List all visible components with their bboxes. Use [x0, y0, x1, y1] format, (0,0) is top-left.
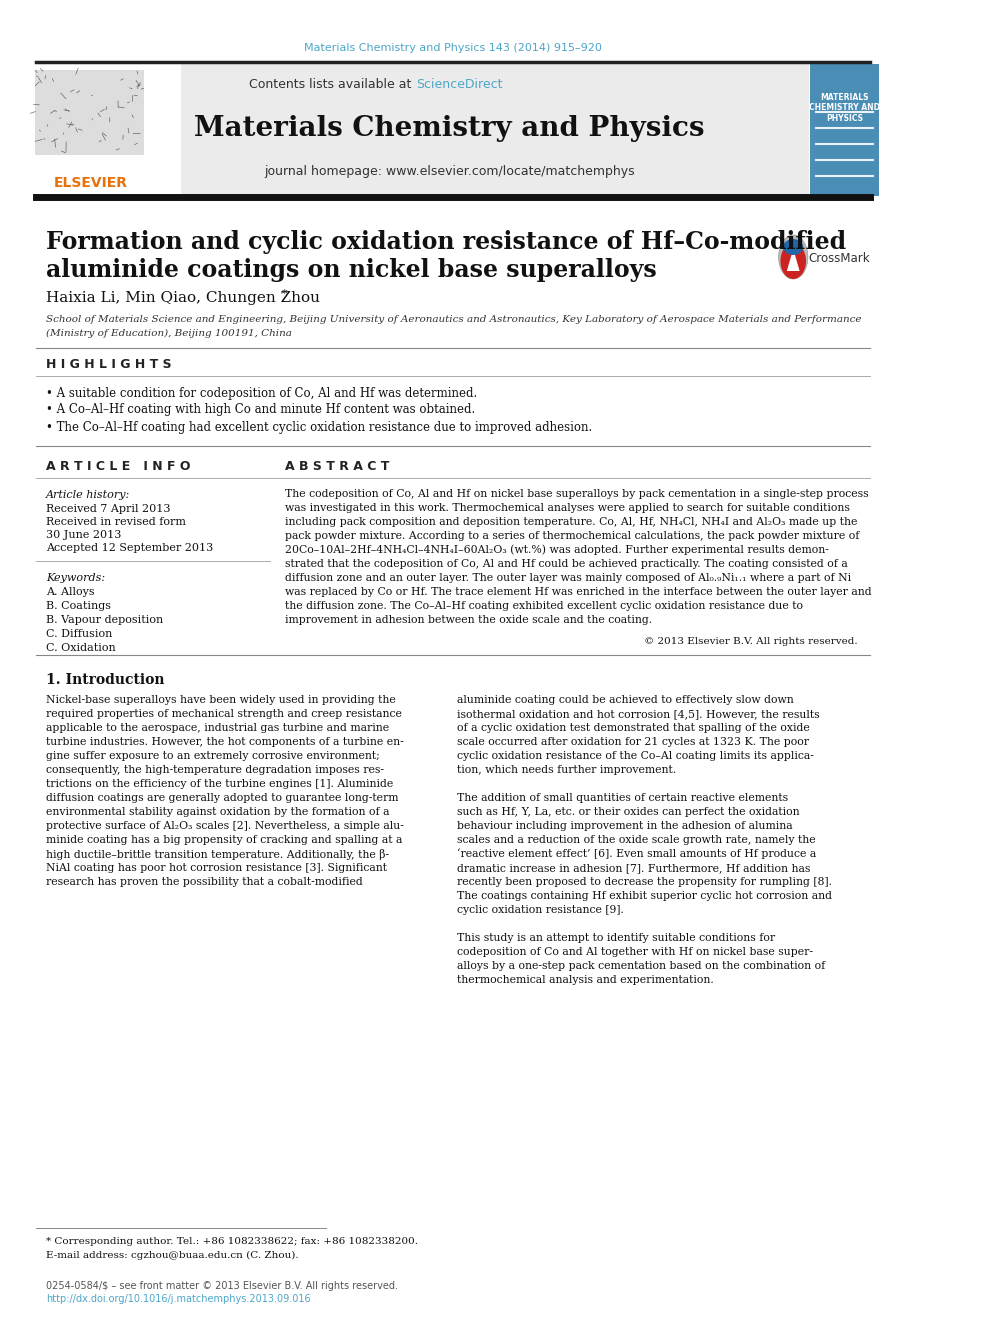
Text: • The Co–Al–Hf coating had excellent cyclic oxidation resistance due to improved: • The Co–Al–Hf coating had excellent cyc… — [46, 421, 592, 434]
Text: research has proven the possibility that a cobalt-modified: research has proven the possibility that… — [46, 877, 362, 886]
Text: *: * — [282, 288, 287, 299]
Text: strated that the codeposition of Co, Al and Hf could be achieved practically. Th: strated that the codeposition of Co, Al … — [285, 560, 848, 569]
Text: E-mail address: cgzhou@buaa.edu.cn (C. Zhou).: E-mail address: cgzhou@buaa.edu.cn (C. Z… — [46, 1250, 299, 1259]
Text: alloys by a one-step pack cementation based on the combination of: alloys by a one-step pack cementation ba… — [457, 960, 825, 971]
Text: Received in revised form: Received in revised form — [46, 517, 186, 527]
Text: protective surface of Al₂O₃ scales [2]. Nevertheless, a simple alu-: protective surface of Al₂O₃ scales [2]. … — [46, 822, 404, 831]
Text: Article history:: Article history: — [46, 490, 130, 500]
Text: such as Hf, Y, La, etc. or their oxides can perfect the oxidation: such as Hf, Y, La, etc. or their oxides … — [457, 807, 800, 818]
Text: Materials Chemistry and Physics 143 (2014) 915–920: Materials Chemistry and Physics 143 (201… — [305, 44, 602, 53]
Text: H I G H L I G H T S: H I G H L I G H T S — [46, 357, 172, 370]
Text: Accepted 12 September 2013: Accepted 12 September 2013 — [46, 542, 213, 553]
Text: 0254-0584/$ – see front matter © 2013 Elsevier B.V. All rights reserved.: 0254-0584/$ – see front matter © 2013 El… — [46, 1281, 398, 1291]
Text: trictions on the efficiency of the turbine engines [1]. Aluminide: trictions on the efficiency of the turbi… — [46, 779, 393, 789]
Text: recently been proposed to decrease the propensity for rumpling [8].: recently been proposed to decrease the p… — [457, 877, 832, 886]
Text: The addition of small quantities of certain reactive elements: The addition of small quantities of cert… — [457, 792, 788, 803]
Text: Formation and cyclic oxidation resistance of Hf–Co-modified: Formation and cyclic oxidation resistanc… — [46, 230, 846, 254]
Ellipse shape — [783, 239, 804, 255]
Text: B. Vapour deposition: B. Vapour deposition — [46, 615, 163, 624]
Text: aluminide coatings on nickel base superalloys: aluminide coatings on nickel base supera… — [46, 258, 657, 282]
Text: cyclic oxidation resistance of the Co–Al coating limits its applica-: cyclic oxidation resistance of the Co–Al… — [457, 751, 813, 761]
Text: The coatings containing Hf exhibit superior cyclic hot corrosion and: The coatings containing Hf exhibit super… — [457, 890, 832, 901]
Text: applicable to the aerospace, industrial gas turbine and marine: applicable to the aerospace, industrial … — [46, 722, 389, 733]
Polygon shape — [787, 249, 800, 271]
Text: C. Diffusion: C. Diffusion — [46, 628, 112, 639]
Text: The codeposition of Co, Al and Hf on nickel base superalloys by pack cementation: The codeposition of Co, Al and Hf on nic… — [285, 490, 869, 499]
Text: This study is an attempt to identify suitable conditions for: This study is an attempt to identify sui… — [457, 933, 775, 943]
Text: diffusion coatings are generally adopted to guarantee long-term: diffusion coatings are generally adopted… — [46, 792, 398, 803]
Text: cyclic oxidation resistance [9].: cyclic oxidation resistance [9]. — [457, 905, 624, 916]
Text: minide coating has a big propensity of cracking and spalling at a: minide coating has a big propensity of c… — [46, 835, 402, 845]
Text: dramatic increase in adhesion [7]. Furthermore, Hf addition has: dramatic increase in adhesion [7]. Furth… — [457, 863, 810, 873]
Text: Materials Chemistry and Physics: Materials Chemistry and Physics — [194, 115, 705, 142]
Text: C. Oxidation: C. Oxidation — [46, 643, 115, 654]
Text: (Ministry of Education), Beijing 100191, China: (Ministry of Education), Beijing 100191,… — [46, 328, 292, 337]
Text: isothermal oxidation and hot corrosion [4,5]. However, the results: isothermal oxidation and hot corrosion [… — [457, 709, 819, 718]
Text: journal homepage: www.elsevier.com/locate/matchemphys: journal homepage: www.elsevier.com/locat… — [264, 165, 635, 179]
Text: of a cyclic oxidation test demonstrated that spalling of the oxide: of a cyclic oxidation test demonstrated … — [457, 722, 809, 733]
Text: diffusion zone and an outer layer. The outer layer was mainly composed of Al₀.₉N: diffusion zone and an outer layer. The o… — [285, 573, 851, 583]
Text: CrossMark: CrossMark — [808, 251, 870, 265]
Text: thermochemical analysis and experimentation.: thermochemical analysis and experimentat… — [457, 975, 713, 986]
Text: behaviour including improvement in the adhesion of alumina: behaviour including improvement in the a… — [457, 822, 793, 831]
Text: NiAl coating has poor hot corrosion resistance [3]. Significant: NiAl coating has poor hot corrosion resi… — [46, 863, 387, 873]
Text: including pack composition and deposition temperature. Co, Al, Hf, NH₄Cl, NH₄I a: including pack composition and depositio… — [285, 517, 857, 527]
Text: A. Alloys: A. Alloys — [46, 587, 94, 597]
Text: 20Co–10Al–2Hf–4NH₄Cl–4NH₄I–60Al₂O₃ (wt.%) was adopted. Further experimental resu: 20Co–10Al–2Hf–4NH₄Cl–4NH₄I–60Al₂O₃ (wt.%… — [285, 545, 829, 556]
FancyBboxPatch shape — [28, 64, 808, 194]
Text: * Corresponding author. Tel.: +86 1082338622; fax: +86 1082338200.: * Corresponding author. Tel.: +86 108233… — [46, 1237, 418, 1246]
Text: aluminide coating could be achieved to effectively slow down: aluminide coating could be achieved to e… — [457, 695, 794, 705]
Ellipse shape — [781, 243, 806, 279]
Text: required properties of mechanical strength and creep resistance: required properties of mechanical streng… — [46, 709, 402, 718]
Text: MATERIALS
CHEMISTRY AND
PHYSICS: MATERIALS CHEMISTRY AND PHYSICS — [808, 93, 880, 123]
Text: © 2013 Elsevier B.V. All rights reserved.: © 2013 Elsevier B.V. All rights reserved… — [644, 638, 857, 647]
Text: Keywords:: Keywords: — [46, 573, 105, 583]
Text: environmental stability against oxidation by the formation of a: environmental stability against oxidatio… — [46, 807, 389, 818]
Text: http://dx.doi.org/10.1016/j.matchemphys.2013.09.016: http://dx.doi.org/10.1016/j.matchemphys.… — [46, 1294, 310, 1304]
Text: the diffusion zone. The Co–Al–Hf coating exhibited excellent cyclic oxidation re: the diffusion zone. The Co–Al–Hf coating… — [285, 601, 804, 611]
Text: B. Coatings: B. Coatings — [46, 601, 111, 611]
Text: Contents lists available at: Contents lists available at — [249, 78, 416, 91]
Text: A R T I C L E   I N F O: A R T I C L E I N F O — [46, 459, 190, 472]
Text: ‘reactive element effect’ [6]. Even small amounts of Hf produce a: ‘reactive element effect’ [6]. Even smal… — [457, 848, 816, 860]
Text: codeposition of Co and Al together with Hf on nickel base super-: codeposition of Co and Al together with … — [457, 947, 812, 957]
Text: improvement in adhesion between the oxide scale and the coating.: improvement in adhesion between the oxid… — [285, 615, 653, 624]
Text: • A suitable condition for codeposition of Co, Al and Hf was determined.: • A suitable condition for codeposition … — [46, 386, 477, 400]
Text: was investigated in this work. Thermochemical analyses were applied to search fo: was investigated in this work. Thermoche… — [285, 503, 850, 513]
Text: was replaced by Co or Hf. The trace element Hf was enriched in the interface bet: was replaced by Co or Hf. The trace elem… — [285, 587, 872, 597]
Text: gine suffer exposure to an extremely corrosive environment;: gine suffer exposure to an extremely cor… — [46, 751, 380, 761]
Text: Haixia Li, Min Qiao, Chungen Zhou: Haixia Li, Min Qiao, Chungen Zhou — [46, 291, 319, 306]
Text: scale occurred after oxidation for 21 cycles at 1323 K. The poor: scale occurred after oxidation for 21 cy… — [457, 737, 808, 747]
FancyBboxPatch shape — [35, 70, 145, 155]
FancyBboxPatch shape — [28, 64, 181, 194]
Text: consequently, the high-temperature degradation imposes res-: consequently, the high-temperature degra… — [46, 765, 384, 775]
Text: ELSEVIER: ELSEVIER — [54, 176, 128, 191]
Text: scales and a reduction of the oxide scale growth rate, namely the: scales and a reduction of the oxide scal… — [457, 835, 815, 845]
Text: pack powder mixture. According to a series of thermochemical calculations, the p: pack powder mixture. According to a seri… — [285, 531, 859, 541]
Ellipse shape — [779, 235, 807, 279]
Text: high ductile–brittle transition temperature. Additionally, the β-: high ductile–brittle transition temperat… — [46, 848, 389, 860]
Text: ScienceDirect: ScienceDirect — [416, 78, 502, 91]
Text: 30 June 2013: 30 June 2013 — [46, 531, 121, 540]
Text: • A Co–Al–Hf coating with high Co and minute Hf content was obtained.: • A Co–Al–Hf coating with high Co and mi… — [46, 404, 475, 417]
FancyBboxPatch shape — [809, 64, 879, 196]
Text: A B S T R A C T: A B S T R A C T — [285, 459, 390, 472]
Text: School of Materials Science and Engineering, Beijing University of Aeronautics a: School of Materials Science and Engineer… — [46, 315, 861, 324]
Text: tion, which needs further improvement.: tion, which needs further improvement. — [457, 765, 677, 775]
Text: 1. Introduction: 1. Introduction — [46, 673, 165, 687]
Text: Nickel-base superalloys have been widely used in providing the: Nickel-base superalloys have been widely… — [46, 695, 396, 705]
Text: Received 7 April 2013: Received 7 April 2013 — [46, 504, 171, 515]
Text: turbine industries. However, the hot components of a turbine en-: turbine industries. However, the hot com… — [46, 737, 404, 747]
